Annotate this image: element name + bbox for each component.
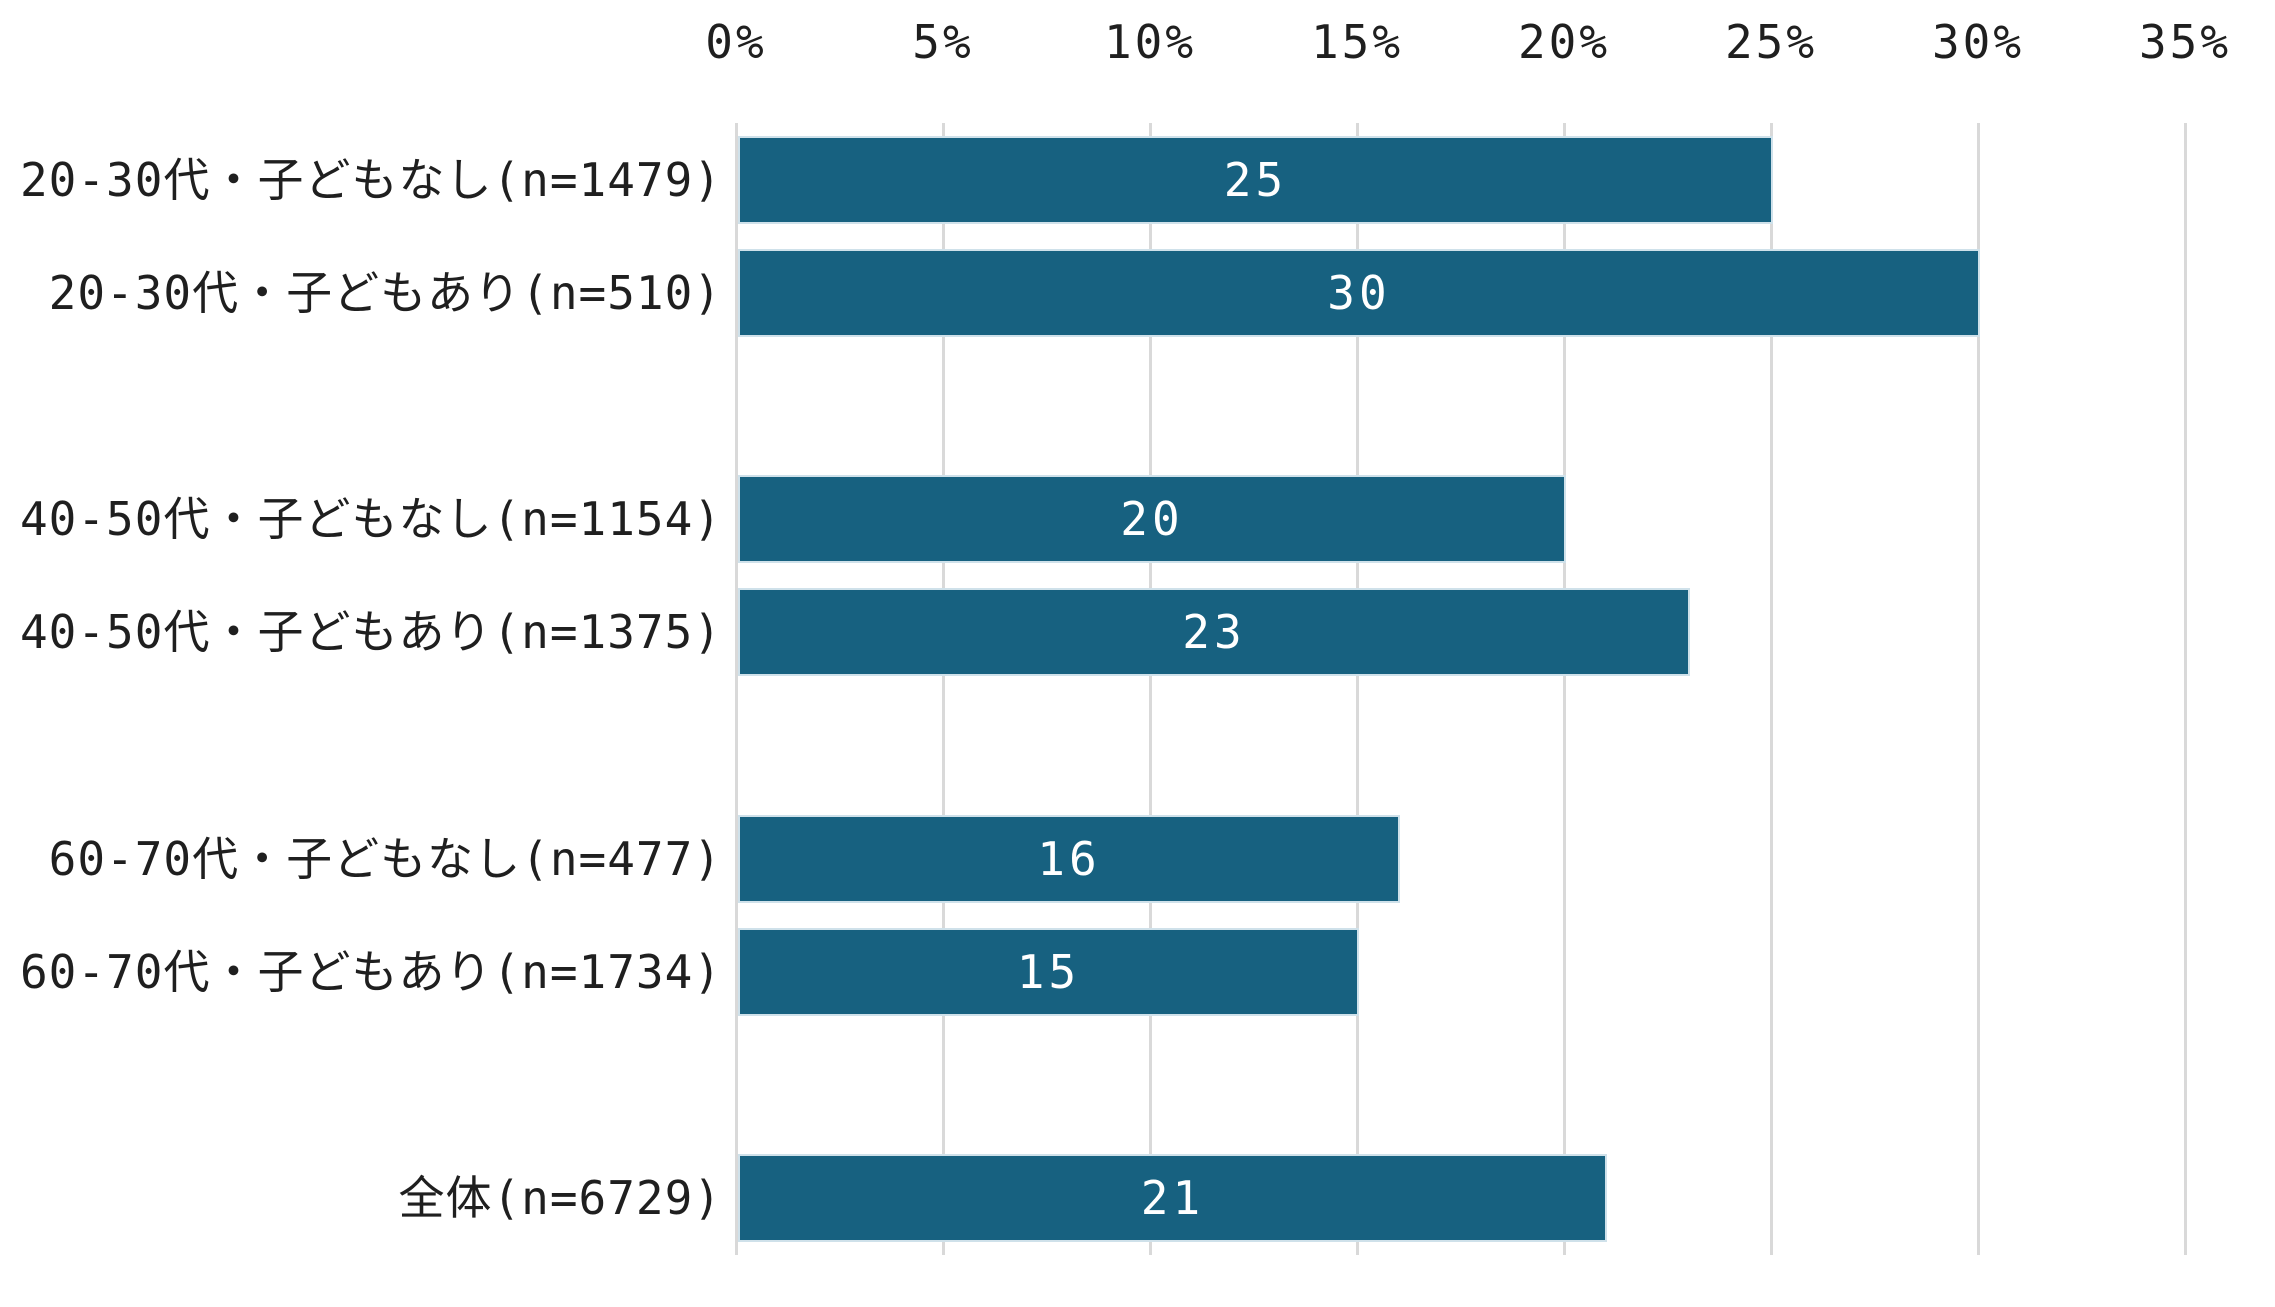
gridline	[2184, 123, 2187, 1255]
gridline	[1356, 123, 1359, 1255]
gridline	[1563, 123, 1566, 1255]
bar-value-label: 15	[1016, 945, 1081, 999]
category-label: 40-50代・子どもなし(n=1154)	[19, 492, 722, 546]
bar: 21	[738, 1154, 1607, 1242]
bar: 23	[738, 588, 1690, 676]
bar-value-label: 23	[1182, 605, 1246, 659]
bar-value-label: 21	[1140, 1171, 1205, 1225]
bar: 15	[738, 928, 1359, 1016]
category-label: 20-30代・子どもあり(n=510)	[48, 266, 722, 320]
gridline	[1149, 123, 1152, 1255]
x-axis-tick: 0%	[705, 15, 767, 69]
bar-value-label: 16	[1037, 832, 1101, 886]
category-label: 全体(n=6729)	[398, 1171, 722, 1225]
x-axis-tick: 30%	[1931, 15, 2025, 69]
bar: 30	[738, 249, 1980, 337]
bar-value-label: 25	[1223, 153, 1288, 207]
category-label: 60-70代・子どもなし(n=477)	[48, 832, 722, 886]
category-label: 40-50代・子どもあり(n=1375)	[19, 605, 722, 659]
bar-value-label: 20	[1120, 492, 1184, 546]
x-axis-tick: 5%	[912, 15, 974, 69]
x-axis-tick: 10%	[1103, 15, 1197, 69]
category-label: 60-70代・子どもあり(n=1734)	[19, 945, 722, 999]
bar: 20	[738, 475, 1566, 563]
x-axis-tick: 15%	[1310, 15, 1404, 69]
gridline	[1977, 123, 1980, 1255]
x-axis-tick: 35%	[2138, 15, 2232, 69]
x-axis-tick: 20%	[1517, 15, 1611, 69]
category-label: 20-30代・子どもなし(n=1479)	[19, 153, 722, 207]
gridline	[735, 123, 738, 1255]
gridline	[942, 123, 945, 1255]
bar: 16	[738, 815, 1400, 903]
bar-value-label: 30	[1327, 266, 1391, 320]
x-axis-tick: 25%	[1724, 15, 1818, 69]
bar: 25	[738, 136, 1773, 224]
gridline	[1770, 123, 1773, 1255]
